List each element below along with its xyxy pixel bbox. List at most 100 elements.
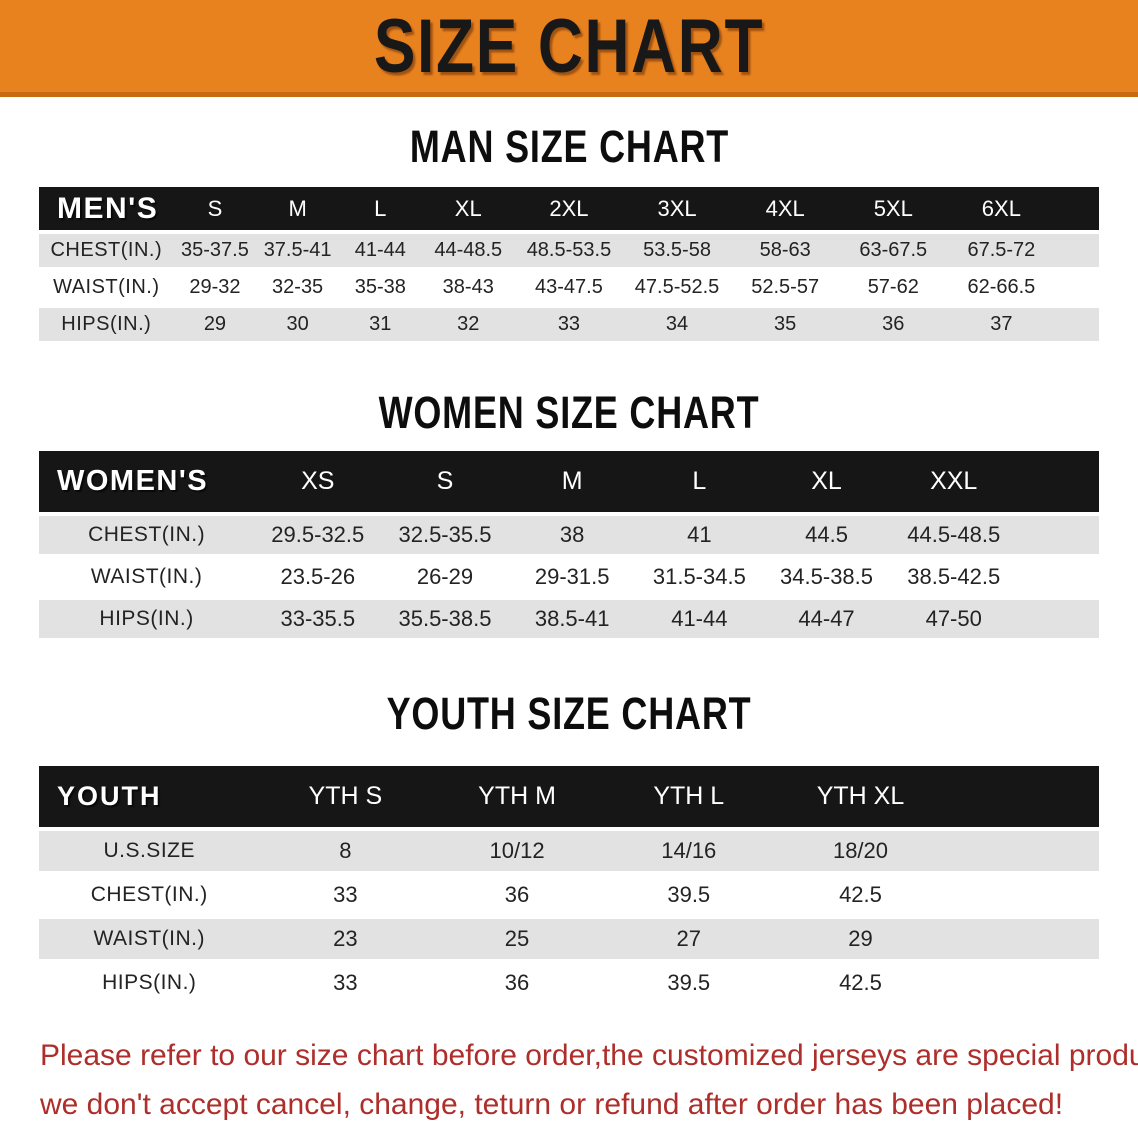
cell-value: 57-62 <box>867 276 919 298</box>
cell-value: 25 <box>504 926 530 951</box>
cell-value: 34.5-38.5 <box>780 564 874 589</box>
order-notice: Please refer to our size chart before or… <box>40 1031 1138 1129</box>
cell-value: 41-44 <box>671 606 728 631</box>
cell-value: 67.5-72 <box>967 239 1036 261</box>
cell-value: 34 <box>665 313 689 335</box>
cell-value: 44.5-48.5 <box>907 522 1001 547</box>
row-label: WAIST(IN.) <box>93 927 205 950</box>
section-heading-women: WOMEN SIZE CHART <box>0 385 1138 441</box>
cell-value: 35.5-38.5 <box>398 606 492 631</box>
cell-value: 35-37.5 <box>181 239 249 261</box>
cell-value: 58-63 <box>759 239 811 261</box>
cell-value: 36 <box>504 970 530 995</box>
cell-filler <box>1055 308 1099 341</box>
size-column-header: M <box>256 187 339 230</box>
women-size-table: WOMEN'S XS S M L XL XXL CHEST(IN.) 29.5-32.5 32.5… <box>39 447 1099 642</box>
cell-value: 43-47.5 <box>535 276 603 298</box>
cell-value: 63-67.5 <box>859 239 928 261</box>
header-filler <box>1017 451 1099 512</box>
cell-value: 32 <box>457 313 480 335</box>
cell-value: 35 <box>774 313 797 335</box>
size-column-header: L <box>635 451 763 512</box>
cell-filler <box>1055 271 1099 304</box>
row-label: CHEST(IN.) <box>90 883 208 906</box>
cell-value: 33 <box>333 970 358 995</box>
table-row: WAIST(IN.) 29-32 32-35 35-38 38-43 43-47.5 47.… <box>39 271 1099 304</box>
size-column-header: XL <box>762 451 891 512</box>
cell-value: 35-38 <box>354 276 406 298</box>
size-column-header: 5XL <box>839 187 948 230</box>
table-header-row: YOUTH YTH S YTH M YTH L YTH XL <box>39 766 1099 827</box>
size-column-header: YTH M <box>431 766 603 827</box>
header-filler <box>946 766 1099 827</box>
cell-value: 38 <box>559 522 585 547</box>
cell-value: 47.5-52.5 <box>634 276 720 298</box>
cell-value: 29-31.5 <box>534 564 610 589</box>
section-heading-youth-text: YOUTH SIZE CHART <box>386 688 752 739</box>
cell-value: 38-43 <box>442 276 494 298</box>
row-label: HIPS(IN.) <box>61 313 152 335</box>
table-corner-label: YOUTH <box>39 766 260 827</box>
cell-value: 39.5 <box>667 882 711 907</box>
cell-value: 29 <box>203 313 227 335</box>
cell-filler <box>1017 600 1099 638</box>
size-column-header: 4XL <box>731 187 840 230</box>
notice-line-1: Please refer to our size chart before or… <box>40 1039 1138 1072</box>
table-row: CHEST(IN.) 29.5-32.5 32.5-35.5 38 41 44.5 44.5… <box>39 516 1099 554</box>
section-heading-men-text: MAN SIZE CHART <box>409 121 729 172</box>
cell-value: 31.5-34.5 <box>652 564 746 589</box>
section-heading-men: MAN SIZE CHART <box>0 119 1138 175</box>
cell-value: 53.5-58 <box>643 239 711 261</box>
table-row: CHEST(IN.) 35-37.5 37.5-41 41-44 44-48.5 48.5… <box>39 234 1099 267</box>
size-column-header: 2XL <box>514 187 623 230</box>
size-column-header: S <box>381 451 509 512</box>
cell-value: 44-48.5 <box>434 239 503 261</box>
women-size-section: WOMEN SIZE CHART WOMEN'S XS S M L XL XXL CHEST(… <box>0 385 1138 642</box>
page-title: SIZE CHART <box>373 3 765 89</box>
table-row: WAIST(IN.) 23 25 27 29 <box>39 919 1099 959</box>
cell-value: 10/12 <box>489 838 545 863</box>
table-corner-label: MEN'S <box>39 187 174 230</box>
cell-value: 36 <box>882 313 905 335</box>
cell-value: 52.5-57 <box>751 276 820 298</box>
cell-value: 26-29 <box>416 564 474 589</box>
section-heading-youth: YOUTH SIZE CHART <box>0 686 1138 742</box>
size-column-header: XXL <box>890 451 1018 512</box>
cell-filler <box>946 963 1099 1003</box>
table-corner-label: WOMEN'S <box>39 451 255 512</box>
cell-value: 23.5-26 <box>280 564 356 589</box>
men-size-table: MEN'S S M L XL 2XL 3XL 4XL 5XL 6XL CHEST(IN.) 35-37… <box>39 183 1099 345</box>
table-row: HIPS(IN.) 33 36 39.5 42.5 <box>39 963 1099 1003</box>
row-label: WAIST(IN.) <box>90 565 203 588</box>
table-row: HIPS(IN.) 33-35.5 35.5-38.5 38.5-41 41-44 44-… <box>39 600 1099 638</box>
cell-value: 32.5-35.5 <box>398 522 492 547</box>
youth-size-section: YOUTH SIZE CHART YOUTH YTH S YTH M YTH L YTH… <box>0 686 1138 1007</box>
cell-value: 48.5-53.5 <box>526 239 612 261</box>
cell-filler <box>946 875 1099 915</box>
cell-value: 42.5 <box>839 970 882 995</box>
size-chart-banner: SIZE CHART <box>0 0 1138 97</box>
cell-value: 62-66.5 <box>967 276 1036 298</box>
table-row: WAIST(IN.) 23.5-26 26-29 29-31.5 31.5-34.5 34… <box>39 558 1099 596</box>
cell-filler <box>1055 234 1099 267</box>
cell-value: 14/16 <box>661 838 717 863</box>
cell-value: 29-32 <box>189 276 241 298</box>
cell-filler <box>1017 516 1099 554</box>
cell-value: 8 <box>339 838 352 863</box>
size-column-header: L <box>338 187 422 230</box>
row-label: U.S.SIZE <box>103 839 195 862</box>
size-column-header: YTH L <box>602 766 775 827</box>
size-column-header: YTH XL <box>774 766 947 827</box>
men-size-section: MAN SIZE CHART MEN'S S M L XL 2XL 3XL 4XL 5XL 6XL… <box>0 119 1138 345</box>
size-column-header: 6XL <box>947 187 1056 230</box>
cell-value: 39.5 <box>667 970 711 995</box>
row-label: WAIST(IN.) <box>53 276 160 298</box>
cell-value: 44.5 <box>805 522 848 547</box>
table-header-row: MEN'S S M L XL 2XL 3XL 4XL 5XL 6XL <box>39 187 1099 230</box>
cell-value: 27 <box>676 926 701 951</box>
cell-value: 31 <box>369 313 392 335</box>
youth-size-table: YOUTH YTH S YTH M YTH L YTH XL U.S.SIZE 8 10/12… <box>39 762 1099 1007</box>
row-label: HIPS(IN.) <box>99 607 194 630</box>
cell-value: 37 <box>990 313 1013 335</box>
cell-value: 18/20 <box>832 838 889 863</box>
